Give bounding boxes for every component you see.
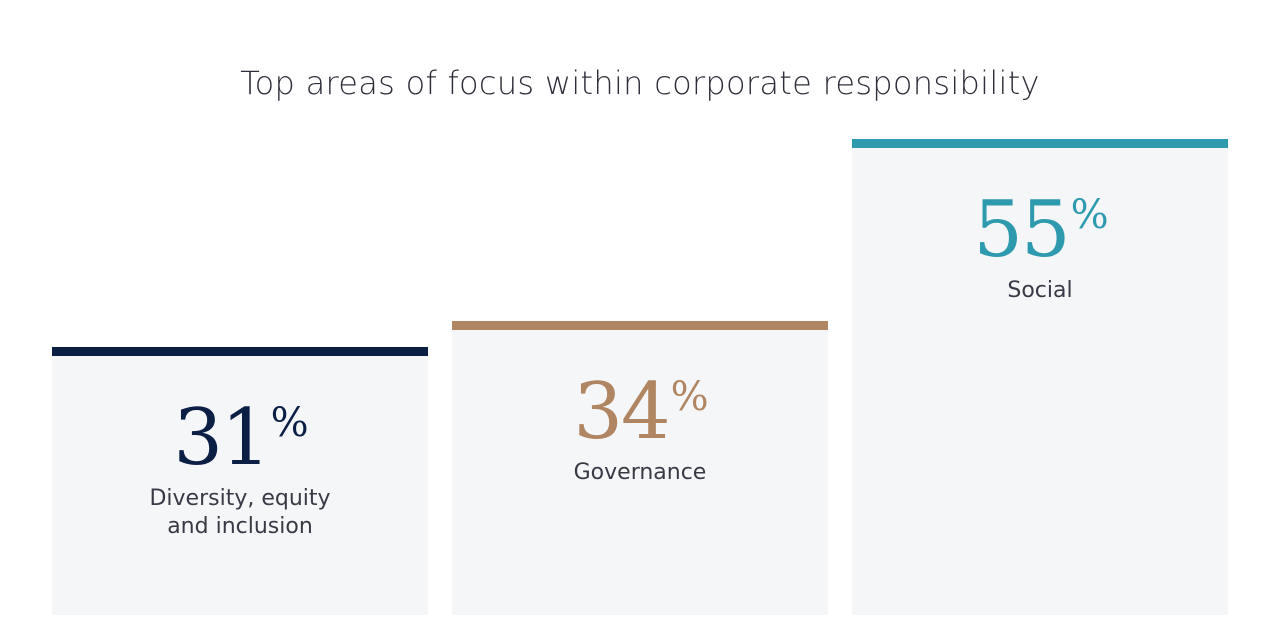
bar-top-line-3 bbox=[852, 139, 1228, 148]
percent-sign: % bbox=[1070, 192, 1109, 238]
category-label-1: Diversity, equity and inclusion bbox=[149, 486, 331, 539]
percent-sign: % bbox=[670, 374, 709, 420]
data-value: 31 bbox=[173, 393, 270, 483]
chart-title: Top areas of focus within corporate resp… bbox=[240, 64, 1040, 102]
bar-column-1: 31% Diversity, equity and inclusion bbox=[52, 347, 428, 615]
data-value: 34 bbox=[573, 367, 670, 457]
data-label-1: 31% bbox=[52, 399, 428, 477]
percent-sign: % bbox=[270, 400, 309, 446]
bar-top-line-2 bbox=[452, 321, 828, 330]
bar-top-line-1 bbox=[52, 347, 428, 356]
category-label-2: Governance bbox=[573, 460, 707, 485]
category-label-3: Social bbox=[1007, 278, 1073, 303]
bar-column-2: 34% Governance bbox=[452, 321, 828, 615]
data-label-2: 34% bbox=[452, 373, 828, 451]
data-value: 55 bbox=[973, 185, 1070, 275]
bar-column-3: 55% Social bbox=[852, 139, 1228, 615]
data-label-3: 55% bbox=[852, 191, 1228, 269]
